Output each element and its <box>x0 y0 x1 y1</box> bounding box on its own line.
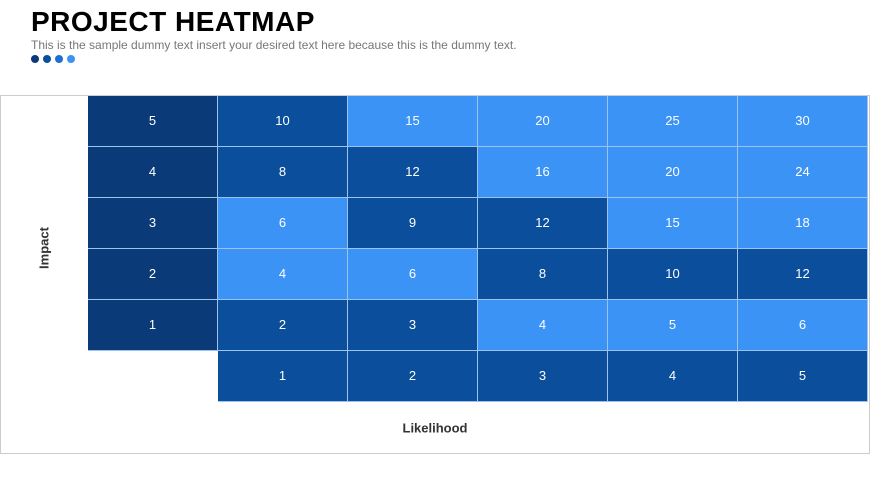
heat-cell: 4 <box>218 249 348 300</box>
title: PROJECT HEATMAP <box>31 6 315 37</box>
heat-cell: 20 <box>608 147 738 198</box>
heat-cell: 8 <box>478 249 608 300</box>
heat-cell: 8 <box>218 147 348 198</box>
heat-cell: 18 <box>738 198 868 249</box>
heat-cell: 30 <box>738 96 868 147</box>
subtitle: This is the sample dummy text insert you… <box>31 38 517 52</box>
heat-cell: 2 <box>218 300 348 351</box>
heat-cell: 12 <box>348 147 478 198</box>
likelihood-cell: 4 <box>608 351 738 402</box>
heat-cell: 10 <box>608 249 738 300</box>
likelihood-cell: 1 <box>218 351 348 402</box>
heat-cell: 12 <box>738 249 868 300</box>
heat-cell: 10 <box>218 96 348 147</box>
heat-cell: 16 <box>478 147 608 198</box>
heat-cell: 6 <box>348 249 478 300</box>
heat-cell: 15 <box>608 198 738 249</box>
heat-cell: 25 <box>608 96 738 147</box>
x-axis-label: Likelihood <box>402 420 468 436</box>
decor-dot <box>55 55 63 63</box>
heat-cell: 20 <box>478 96 608 147</box>
heat-cell: 3 <box>348 300 478 351</box>
heat-cell: 6 <box>218 198 348 249</box>
decor-dot <box>31 55 39 63</box>
y-axis-label: Impact <box>36 227 52 269</box>
impact-cell: 4 <box>88 147 218 198</box>
impact-cell: 1 <box>88 300 218 351</box>
decor-dot <box>67 55 75 63</box>
impact-cell: 2 <box>88 249 218 300</box>
heat-cell: 5 <box>608 300 738 351</box>
heat-cell: 6 <box>738 300 868 351</box>
impact-cell: 5 <box>88 96 218 147</box>
decor-dot <box>43 55 51 63</box>
heat-cell: 15 <box>348 96 478 147</box>
heat-cell: 4 <box>478 300 608 351</box>
heat-cell: 9 <box>348 198 478 249</box>
heat-cell: 12 <box>478 198 608 249</box>
impact-cell: 3 <box>88 198 218 249</box>
heat-cell: 24 <box>738 147 868 198</box>
likelihood-cell: 5 <box>738 351 868 402</box>
likelihood-cell: 3 <box>478 351 608 402</box>
likelihood-cell: 2 <box>348 351 478 402</box>
